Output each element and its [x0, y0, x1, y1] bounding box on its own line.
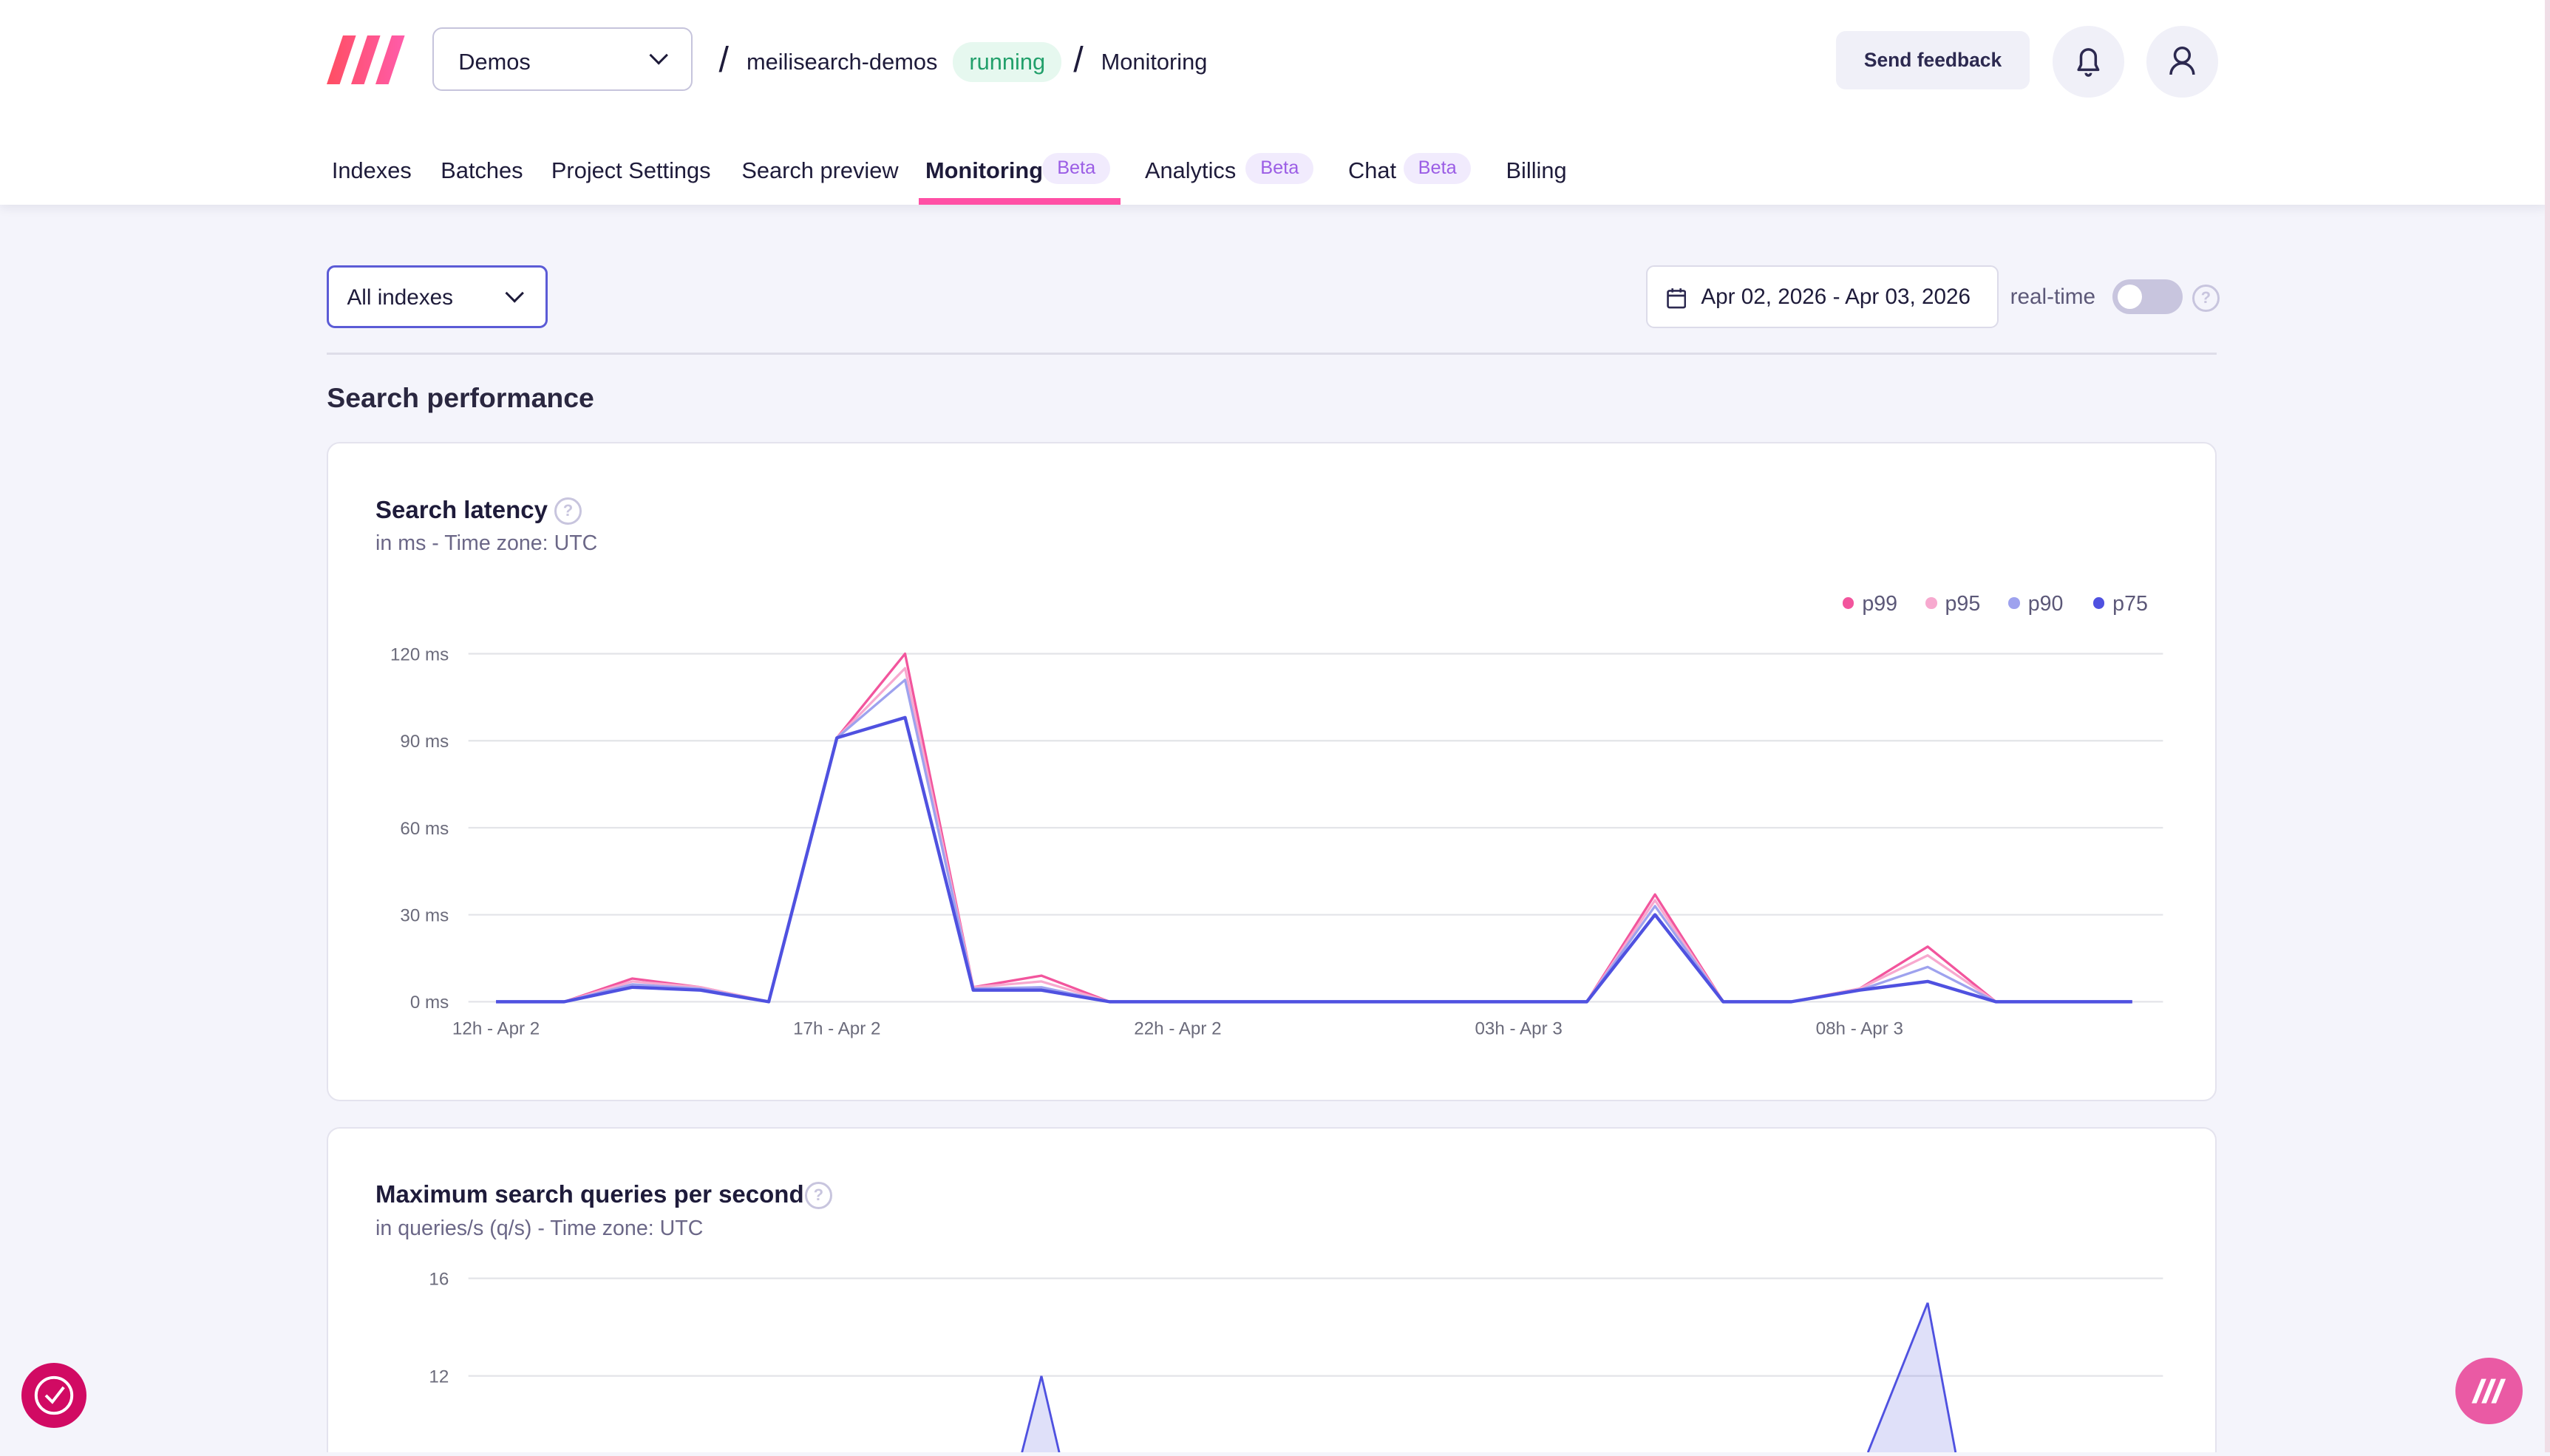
series-line-p75 — [496, 715, 2132, 1004]
help-icon[interactable]: ? — [2192, 285, 2220, 312]
qps-card: Maximum search queries per second ? in q… — [327, 1126, 2217, 1452]
legend-item-p75[interactable]: p75 — [2092, 592, 2148, 616]
beta-badge: Beta — [1042, 152, 1111, 185]
breadcrumb-project[interactable]: meilisearch-demos — [746, 49, 938, 75]
date-range-picker[interactable]: Apr 02, 2026 - Apr 03, 2026 — [1645, 265, 1999, 329]
scrollbar[interactable] — [2545, 0, 2550, 1452]
y-tick-label: 120 ms — [390, 644, 449, 664]
y-tick-label: 0 ms — [410, 993, 449, 1013]
search-latency-chart: 0 ms 30 ms 60 ms 90 ms 120 ms 12h - Apr 2 17h … — [390, 644, 2163, 1038]
x-tick-label: 22h - Apr 2 — [1134, 1018, 1221, 1038]
y-tick-label: 30 ms — [400, 905, 449, 925]
chart-subtitle: in queries/s (q/s) - Time zone: UTC — [375, 1216, 704, 1240]
tab-batches[interactable]: Batches — [441, 157, 523, 184]
divider — [327, 353, 2217, 355]
beta-badge: Beta — [1245, 152, 1314, 185]
send-feedback-button[interactable]: Send feedback — [1836, 30, 2030, 89]
tab-monitoring[interactable]: Monitoring — [925, 157, 1044, 184]
top-header: Demos / meilisearch-demos running / Moni… — [0, 0, 2547, 205]
realtime-toggle[interactable] — [2112, 279, 2183, 314]
index-select-value: All indexes — [347, 285, 454, 310]
y-tick-label: 60 ms — [400, 819, 449, 839]
breadcrumb-separator: / — [1073, 39, 1084, 80]
tab-chat[interactable]: Chat — [1348, 157, 1397, 184]
chart-title: Search latency — [375, 495, 548, 523]
tab-analytics[interactable]: Analytics — [1145, 157, 1237, 184]
bell-icon — [2077, 48, 2100, 77]
breadcrumb-separator: / — [718, 39, 729, 80]
series-line-p95 — [496, 667, 2132, 1004]
help-icon[interactable]: ? — [554, 497, 582, 525]
project-select[interactable]: Demos — [432, 27, 693, 92]
calendar-icon — [1667, 288, 1687, 309]
user-icon — [2169, 47, 2195, 75]
x-tick-label: 17h - Apr 2 — [793, 1018, 880, 1038]
legend-item-p99[interactable]: p99 — [1842, 592, 1897, 616]
meilisearch-logo[interactable] — [327, 35, 411, 85]
x-tick-label: 03h - Apr 3 — [1475, 1018, 1562, 1038]
active-tab-indicator — [919, 198, 1121, 205]
search-latency-card: Search latency ? in ms - Time zone: UTC — [327, 442, 2217, 1101]
tab-search-preview[interactable]: Search preview — [741, 157, 899, 184]
beta-badge: Beta — [1403, 152, 1472, 185]
status-badge: running — [953, 42, 1062, 82]
breadcrumb-page: Monitoring — [1101, 49, 1208, 75]
project-select-value: Demos — [458, 48, 531, 75]
index-select[interactable]: All indexes — [327, 265, 548, 329]
account-button[interactable] — [2146, 26, 2219, 98]
series-line-p90 — [496, 678, 2132, 1004]
legend-item-p95[interactable]: p95 — [1925, 592, 1980, 616]
chart-title: Maximum search queries per second — [375, 1180, 804, 1208]
tab-billing[interactable]: Billing — [1506, 157, 1567, 184]
cookie-consent-button[interactable] — [21, 1362, 86, 1428]
cookie-check-icon — [34, 1375, 73, 1415]
notifications-button[interactable] — [2052, 26, 2124, 98]
x-tick-label: 12h - Apr 2 — [452, 1018, 540, 1038]
y-tick-label: 90 ms — [400, 732, 449, 752]
meilisearch-logo-icon — [2472, 1378, 2506, 1404]
tab-project-settings[interactable]: Project Settings — [551, 157, 711, 184]
realtime-label: real-time — [2010, 285, 2096, 310]
chart-subtitle: in ms - Time zone: UTC — [375, 531, 598, 556]
support-chat-button[interactable] — [2455, 1358, 2523, 1425]
legend-item-p90[interactable]: p90 — [2008, 592, 2063, 616]
date-range-value: Apr 02, 2026 - Apr 03, 2026 — [1701, 284, 1971, 309]
x-tick-label: 08h - Apr 3 — [1816, 1018, 1903, 1038]
section-title: Search performance — [327, 382, 594, 414]
help-icon[interactable]: ? — [804, 1182, 832, 1210]
tab-indexes[interactable]: Indexes — [331, 157, 412, 184]
